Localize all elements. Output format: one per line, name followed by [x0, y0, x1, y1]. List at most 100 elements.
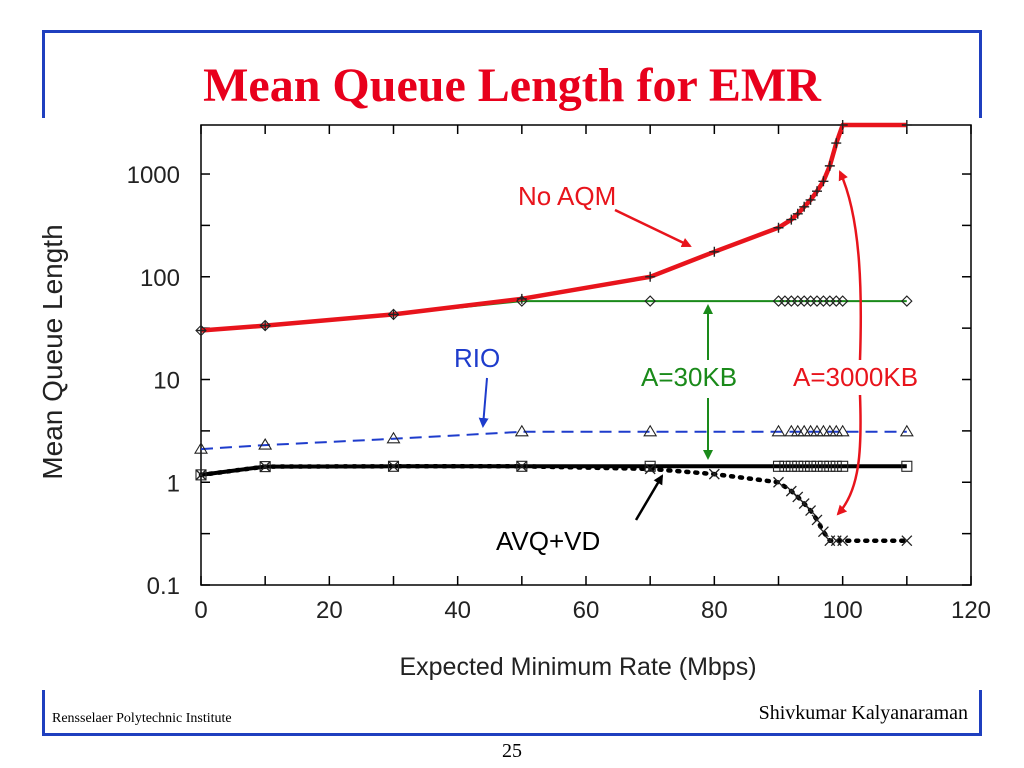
marker-plus	[786, 214, 797, 225]
annotation-no-aqm: No AQM	[518, 181, 616, 211]
footer-author: Shivkumar Kalyanaraman	[758, 702, 968, 724]
marker-triangle	[816, 424, 831, 437]
marker-x	[195, 469, 207, 481]
x-tick-label: 40	[444, 597, 471, 624]
marker-square	[516, 460, 528, 472]
y-tick-label: 10	[153, 368, 180, 395]
marker-plus	[837, 120, 848, 130]
marker-square	[772, 460, 785, 472]
annotation-a3000kb-arrow-down	[836, 394, 862, 516]
marker-x	[388, 460, 399, 472]
marker-square	[798, 460, 810, 472]
marker-square	[837, 460, 849, 472]
frame-bottom-line	[42, 733, 982, 736]
marker-plus	[709, 246, 720, 257]
frame-top-line	[42, 30, 982, 33]
annotation-rio-arrow	[478, 377, 489, 428]
marker-triangle	[822, 424, 837, 437]
marker-square	[387, 460, 400, 472]
marker-triangle	[803, 424, 818, 437]
marker-square	[817, 460, 829, 472]
marker-triangle	[771, 424, 786, 437]
marker-plus	[831, 138, 842, 149]
marker-square	[779, 460, 791, 472]
annotation-avq-vd-arrow	[634, 474, 664, 521]
marker-x	[259, 461, 271, 473]
marker-plus	[805, 194, 816, 205]
marker-plus	[516, 293, 527, 304]
marker-plus	[773, 222, 784, 233]
y-axis-label: Mean Queue Length	[37, 224, 68, 479]
marker-triangle	[194, 442, 208, 454]
marker-plus	[799, 201, 810, 212]
frame-left-line-top	[42, 30, 45, 118]
frame-left-line-bottom	[42, 690, 45, 736]
frame-right-line-top	[979, 30, 982, 118]
marker-square	[644, 460, 656, 472]
marker-triangle	[514, 424, 529, 437]
marker-triangle	[386, 431, 401, 444]
marker-plus	[196, 325, 206, 336]
page-number: 25	[502, 740, 522, 762]
marker-diamond	[644, 295, 656, 307]
marker-plus	[645, 271, 656, 282]
series-line-avq-vd	[200, 464, 907, 477]
x-axis-label: Expected Minimum Rate (Mbps)	[399, 653, 756, 681]
marker-plus	[260, 320, 271, 331]
marker-x	[805, 505, 817, 517]
series-line-a-30kb	[200, 300, 907, 332]
marker-x	[811, 514, 823, 526]
marker-triangle	[810, 424, 824, 437]
marker-triangle	[835, 424, 850, 437]
marker-triangle	[797, 424, 812, 437]
annotation-a3000kb-arrow-up	[838, 170, 863, 361]
annotation-a3000kb: A=3000KB	[793, 362, 918, 392]
marker-diamond	[901, 295, 913, 307]
marker-square	[824, 460, 836, 472]
y-tick-label: 1	[167, 470, 180, 497]
marker-plus	[388, 309, 399, 320]
marker-x	[644, 463, 656, 475]
marker-plus	[812, 186, 822, 197]
marker-x	[708, 468, 720, 480]
marker-square	[785, 460, 797, 472]
x-tick-label: 20	[316, 597, 343, 624]
marker-x	[901, 535, 913, 547]
annotation-avq-vd: AVQ+VD	[496, 526, 600, 556]
marker-plus	[824, 160, 835, 171]
series-line-rio	[200, 430, 907, 451]
annotation-a30kb: A=30KB	[641, 362, 737, 392]
y-tick-label: 0.1	[147, 573, 180, 600]
y-tick-label: 100	[140, 265, 180, 292]
marker-x	[837, 535, 849, 547]
marker-square	[901, 460, 913, 472]
marker-square	[830, 460, 842, 472]
marker-x	[516, 460, 528, 472]
x-tick-label: 120	[951, 597, 991, 624]
marker-square	[792, 460, 804, 472]
marker-triangle	[258, 438, 273, 450]
slide-title: Mean Queue Length for EMR	[203, 59, 821, 112]
marker-plus	[901, 120, 912, 130]
marker-diamond	[836, 295, 849, 307]
annotation-rio: RIO	[454, 343, 500, 373]
x-tick-label: 80	[701, 597, 728, 624]
marker-x	[773, 476, 784, 488]
y-tick-label: 1000	[127, 162, 180, 189]
marker-triangle	[790, 424, 805, 437]
marker-x	[817, 526, 829, 538]
x-tick-label: 100	[823, 597, 863, 624]
marker-square	[195, 469, 207, 481]
marker-square	[259, 461, 271, 473]
marker-square	[805, 460, 817, 472]
marker-plus	[792, 208, 803, 219]
marker-triangle	[899, 424, 914, 437]
marker-triangle	[784, 424, 799, 437]
marker-triangle	[643, 424, 658, 437]
marker-plus	[818, 176, 829, 187]
marker-square	[811, 460, 823, 472]
x-tick-label: 0	[194, 597, 207, 624]
annotation-no-aqm-arrow	[614, 208, 692, 248]
frame-right-line-bottom	[979, 690, 982, 736]
